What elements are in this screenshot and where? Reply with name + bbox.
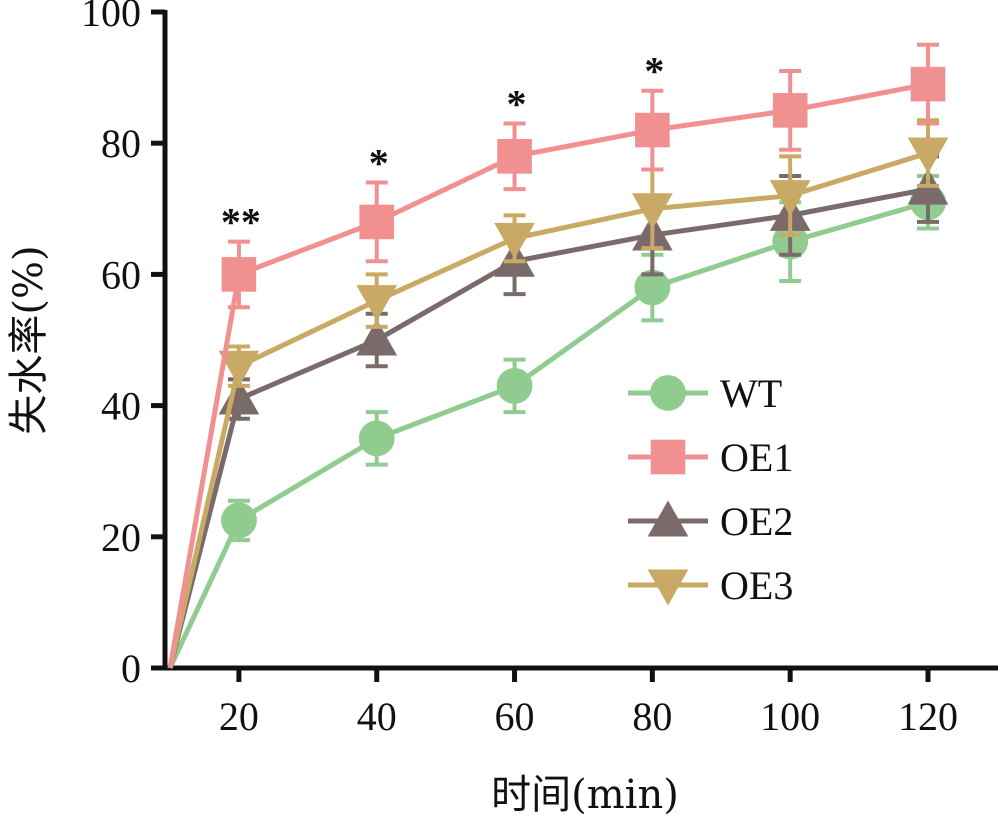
y-tick-label: 20 — [101, 515, 141, 560]
x-tick-label: 20 — [219, 694, 259, 739]
significance-mark: * — [369, 141, 389, 186]
x-tick-label: 40 — [357, 694, 397, 739]
legend-label: OE2 — [720, 499, 793, 544]
x-tick-label: 80 — [632, 694, 672, 739]
plot-area: ***** — [167, 42, 949, 670]
y-tick-label: 100 — [81, 0, 141, 35]
y-tick-label: 0 — [121, 646, 141, 691]
legend-marker — [650, 375, 686, 411]
data-point — [494, 222, 535, 259]
legend-item-wt: WT — [628, 371, 782, 416]
legend-label: OE1 — [720, 435, 793, 480]
data-point — [221, 502, 257, 539]
significance-mark: * — [507, 82, 527, 127]
legend-item-oe1: OE1 — [628, 435, 793, 480]
data-point — [910, 66, 946, 102]
data-point — [635, 112, 670, 148]
x-tick-label: 100 — [760, 694, 820, 739]
legend-item-oe3: OE3 — [628, 563, 793, 608]
series-line — [167, 150, 929, 669]
legend-marker — [647, 500, 689, 537]
series-line — [167, 199, 929, 670]
legend-marker — [650, 439, 686, 475]
data-point — [772, 93, 808, 128]
data-point — [907, 137, 949, 174]
data-point — [359, 204, 395, 240]
data-point — [356, 319, 398, 356]
series-oe1 — [167, 42, 946, 669]
data-point — [358, 420, 395, 457]
x-tick-label: 60 — [495, 694, 535, 739]
x-tick-label: 120 — [898, 694, 958, 739]
y-tick-label: 40 — [101, 384, 141, 429]
series-wt — [167, 174, 946, 670]
significance-mark: ** — [221, 200, 261, 245]
data-point — [496, 368, 533, 404]
legend-marker — [647, 569, 689, 606]
x-axis-label: 时间(min) — [491, 772, 679, 818]
legend-label: OE3 — [720, 563, 793, 608]
significance-mark: * — [644, 49, 664, 94]
data-point — [632, 193, 673, 230]
data-point — [356, 285, 398, 322]
legend-item-oe2: OE2 — [628, 499, 793, 544]
axes: 0 20 40 60 80 100 20 40 60 80 100 120 — [81, 0, 998, 739]
series-line — [167, 186, 929, 669]
y-axis-label: 失水率(%) — [6, 245, 52, 434]
data-point — [769, 180, 811, 217]
data-point — [221, 257, 257, 292]
series-oe2 — [167, 154, 949, 669]
y-tick-label: 80 — [101, 121, 141, 166]
legend: WT OE1 OE2 OE3 — [628, 371, 793, 608]
series-line — [167, 81, 929, 669]
legend-label: WT — [720, 371, 782, 416]
series-oe3 — [167, 118, 949, 669]
data-point — [218, 350, 260, 387]
y-tick-label: 60 — [101, 252, 141, 297]
data-point — [497, 139, 532, 174]
